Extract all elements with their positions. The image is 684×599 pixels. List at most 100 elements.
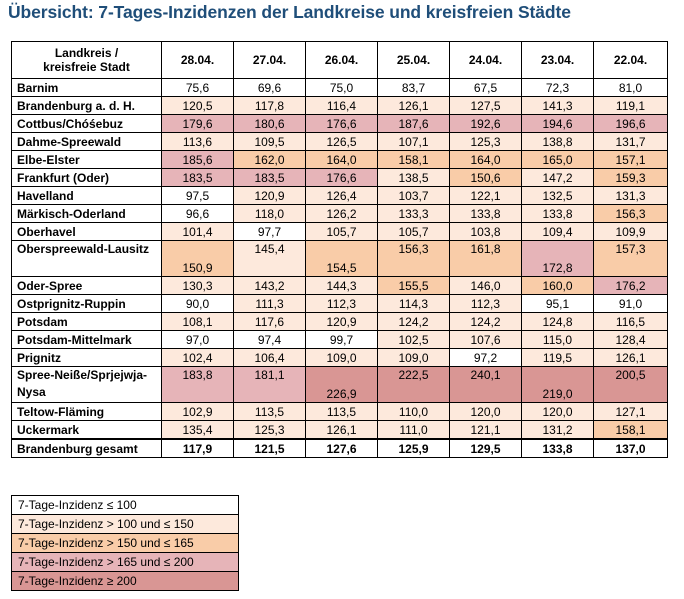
incidence-value: 103,8 — [449, 222, 522, 241]
incidence-value: 138,5 — [377, 168, 450, 187]
incidence-value: 75,0 — [305, 78, 378, 97]
incidence-value: 133,3 — [377, 204, 450, 223]
incidence-value: 126,1 — [305, 420, 378, 440]
incidence-value: 126,1 — [593, 348, 668, 367]
incidence-value: 113,6 — [161, 132, 234, 151]
district-name: Teltow-Fläming — [11, 402, 162, 421]
incidence-value: 138,8 — [521, 132, 594, 151]
district-name: Havelland — [11, 186, 162, 205]
incidence-value: 157,1 — [593, 150, 668, 169]
table-row: Havelland 97,5 120,9 126,4 103,7 122,1 132,5 13… — [11, 186, 668, 205]
column-header-date: 27.04. — [233, 41, 306, 79]
incidence-value: 200,5 — [593, 366, 668, 403]
district-name: Oberspreewald-Lausitz — [11, 240, 162, 277]
legend-item: 7-Tage-Inzidenz > 150 und ≤ 165 — [11, 533, 239, 553]
incidence-value: 111,3 — [233, 294, 306, 313]
page-title: Übersicht: 7-Tages-Inzidenzen der Landkr… — [8, 2, 571, 22]
incidence-value: 150,9 — [161, 240, 234, 277]
incidence-value: 75,6 — [161, 78, 234, 97]
incidence-value: 97,5 — [161, 186, 234, 205]
incidence-value: 164,0 — [449, 150, 522, 169]
incidence-value: 95,1 — [521, 294, 594, 313]
incidence-value: 154,5 — [305, 240, 378, 277]
district-name: Oder-Spree — [11, 276, 162, 295]
legend-row: 7-Tage-Inzidenz > 150 und ≤ 165 — [11, 533, 239, 553]
incidence-value: 113,5 — [233, 402, 306, 421]
incidence-value: 219,0 — [521, 366, 594, 403]
incidence-value: 116,5 — [593, 312, 668, 331]
district-name: Spree-Neiße/Sprjejwja-Nysa — [11, 366, 162, 403]
incidence-value: 226,9 — [305, 366, 378, 403]
incidence-value: 158,1 — [593, 420, 668, 440]
incidence-value: 181,1 — [233, 366, 306, 403]
incidence-value: 143,2 — [233, 276, 306, 295]
incidence-value: 127,1 — [593, 402, 668, 421]
incidence-value: 105,7 — [305, 222, 378, 241]
table-row: Potsdam-Mittelmark 97,0 97,4 99,7 102,5 107,6… — [11, 330, 668, 349]
incidence-value: 102,4 — [161, 348, 234, 367]
incidence-value: 146,0 — [449, 276, 522, 295]
legend-item: 7-Tage-Inzidenz ≤ 100 — [11, 495, 239, 515]
incidence-value: 131,7 — [593, 132, 668, 151]
incidence-value: 114,3 — [377, 294, 450, 313]
incidence-value: 127,6 — [305, 438, 378, 458]
column-header-date: 23.04. — [521, 41, 594, 79]
table-row: Elbe-Elster 185,6 162,0 164,0 158,1 164,0 165,… — [11, 150, 668, 169]
incidence-value: 133,8 — [521, 204, 594, 223]
incidence-value: 180,6 — [233, 114, 306, 133]
district-name: Frankfurt (Oder) — [11, 168, 162, 187]
incidence-value: 126,4 — [305, 186, 378, 205]
column-header-date: 28.04. — [161, 41, 234, 79]
incidence-value: 113,5 — [305, 402, 378, 421]
column-header-date: 22.04. — [593, 41, 668, 79]
incidence-value: 109,4 — [521, 222, 594, 241]
table-row: Oder-Spree 130,3 143,2 144,3 155,5 146,0 160,0… — [11, 276, 668, 295]
incidence-value: 129,5 — [449, 438, 522, 458]
incidence-value: 133,8 — [521, 438, 594, 458]
column-header-date: 24.04. — [449, 41, 522, 79]
column-header-line2: kreisfreie Stadt — [43, 60, 130, 74]
incidence-value: 126,5 — [305, 132, 378, 151]
district-name: Uckermark — [11, 420, 162, 440]
incidence-value: 144,3 — [305, 276, 378, 295]
district-name: Oberhavel — [11, 222, 162, 241]
incidence-value: 179,6 — [161, 114, 234, 133]
table-row: Ostprignitz-Ruppin 90,0 111,3 112,3 114,3 112… — [11, 294, 668, 313]
incidence-value: 69,6 — [233, 78, 306, 97]
district-name: Prignitz — [11, 348, 162, 367]
incidence-value: 120,0 — [449, 402, 522, 421]
incidence-value: 112,3 — [305, 294, 378, 313]
incidence-value: 97,4 — [233, 330, 306, 349]
incidence-value: 111,0 — [377, 420, 450, 440]
incidence-value: 183,8 — [161, 366, 234, 403]
district-name: Ostprignitz-Ruppin — [11, 294, 162, 313]
incidence-value: 131,2 — [521, 420, 594, 440]
table-row: Brandenburg a. d. H. 120,5 117,8 116,4 126,1… — [11, 96, 668, 115]
incidence-value: 132,5 — [521, 186, 594, 205]
district-name: Dahme-Spreewald — [11, 132, 162, 151]
incidence-value: 124,2 — [449, 312, 522, 331]
table-row: Uckermark 135,4 125,3 126,1 111,0 121,1 131,2 1… — [11, 420, 668, 440]
column-header-line1: Landkreis / — [54, 46, 119, 60]
incidence-value: 120,9 — [233, 186, 306, 205]
incidence-value: 176,6 — [305, 168, 378, 187]
incidence-value: 124,2 — [377, 312, 450, 331]
table-row: Spree-Neiße/Sprjejwja-Nysa 183,8 181,1 226,… — [11, 366, 668, 403]
incidence-value: 126,1 — [377, 96, 450, 115]
incidence-value: 162,0 — [233, 150, 306, 169]
incidence-value: 155,5 — [377, 276, 450, 295]
incidence-value: 157,3 — [593, 240, 668, 277]
incidence-value: 97,2 — [449, 348, 522, 367]
incidence-value: 97,0 — [161, 330, 234, 349]
incidence-value: 116,4 — [305, 96, 378, 115]
incidence-value: 103,7 — [377, 186, 450, 205]
table-row: Cottbus/Chóśebuz 179,6 180,6 176,6 187,6 192,… — [11, 114, 668, 133]
district-name: Cottbus/Chóśebuz — [11, 114, 162, 133]
incidence-value: 91,0 — [593, 294, 668, 313]
incidence-value: 121,5 — [233, 438, 306, 458]
incidence-value: 105,7 — [377, 222, 450, 241]
incidence-value: 101,4 — [161, 222, 234, 241]
incidence-value: 131,3 — [593, 186, 668, 205]
legend-item: 7-Tage-Inzidenz ≥ 200 — [11, 571, 239, 591]
incidence-value: 161,8 — [449, 240, 522, 277]
